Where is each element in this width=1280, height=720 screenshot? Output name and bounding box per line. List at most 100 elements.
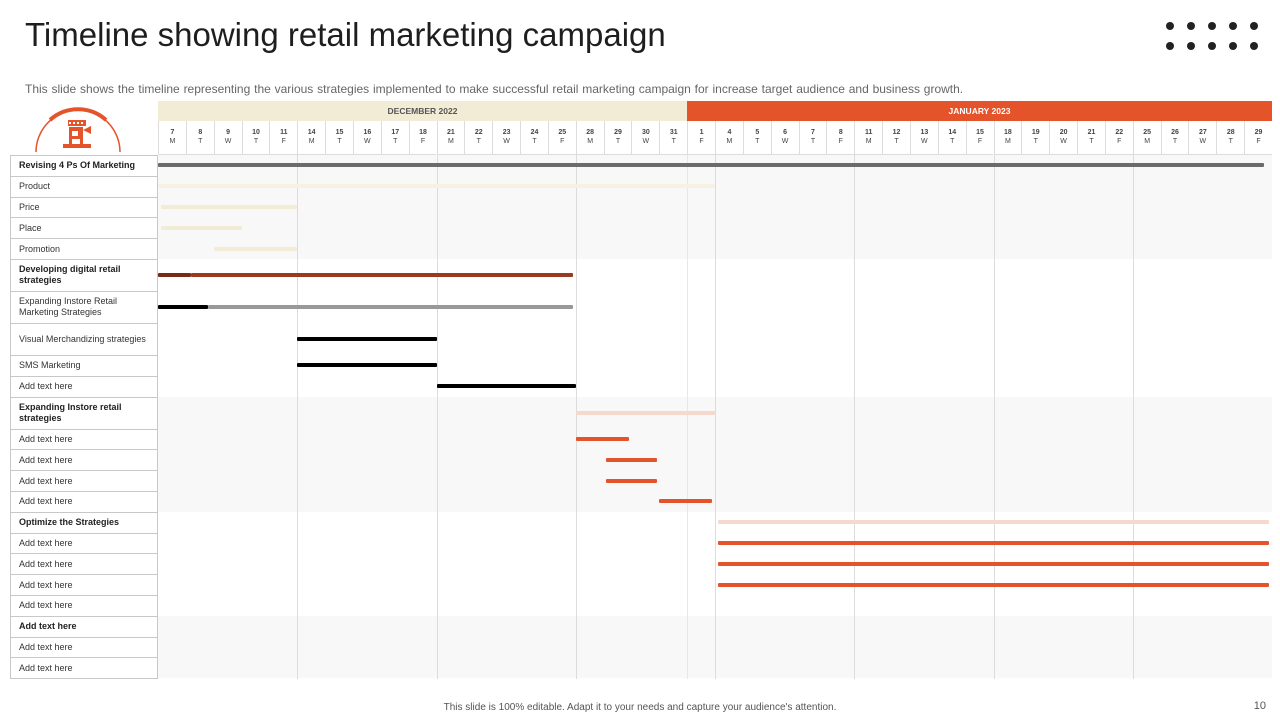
day-header: 30 W [631,121,660,155]
gantt-bar [158,305,209,309]
day-number: 14 [307,129,316,136]
gantt-bar [208,305,573,309]
day-header: 25 M [1132,121,1161,155]
week-gridline [1132,155,1134,679]
weekday-letter: T [950,138,955,145]
day-number: 29 [1254,129,1263,136]
day-header: 20 W [1049,121,1078,155]
day-number: 21 [447,129,455,136]
task-label: SMS Marketing [11,356,157,377]
day-number: 22 [1115,129,1124,136]
day-number: 1 [699,129,704,136]
weekday-letter: W [1060,138,1067,145]
gantt-bar [158,184,715,189]
week-gridline [575,155,577,679]
day-header: 11 F [269,121,298,155]
weekday-letter: F [281,138,286,145]
task-label: Expanding Instore retail strategies [11,398,157,430]
task-label: Add text here [11,471,157,492]
weekday-letter: T [1172,138,1178,145]
weekday-letter: F [420,138,426,145]
weekday-letter: T [1089,138,1094,145]
day-header: 15 T [325,121,353,155]
weekday-letter: M [308,138,315,145]
day-header: 15 F [965,121,994,155]
weekday-letter: T [1033,138,1038,145]
weekday-letter: T [894,138,899,145]
weekday-letter: W [921,138,928,145]
weekday-letter: T [615,138,621,145]
weekday-letter: M [1005,138,1011,145]
weekday-letter: T [1228,138,1233,145]
gantt-bar [606,478,657,483]
weekday-letter: F [838,138,843,145]
day-header: 19 T [1021,121,1050,155]
gantt-bar [717,520,1270,525]
task-label: Optimize the Strategies [11,513,157,534]
day-header: 13 W [909,121,938,155]
menu-dot [1250,42,1258,50]
week-gridline [436,155,438,679]
task-label: Add text here [11,492,157,513]
week-gridline [715,155,716,679]
day-number: 8 [198,129,203,136]
day-header: 12 T [882,121,910,155]
day-number: 28 [586,129,595,136]
weekday-letter: F [1117,138,1122,145]
day-header: 18 M [993,121,1022,155]
day-header: 23 W [492,121,521,155]
weekday-letter: F [1256,138,1261,145]
menu-dot [1187,42,1195,50]
weekday-letter: T [393,138,398,145]
weekday-letter: M [587,138,594,145]
day-number: 7 [170,129,175,136]
day-number: 30 [641,129,650,136]
day-number: 28 [1226,129,1235,136]
month-header-january: JANUARY 2023 [687,101,1272,121]
gantt-bar [659,499,713,504]
weekday-letter: M [726,138,733,145]
day-number: 16 [363,129,372,136]
day-number: 27 [1198,129,1207,136]
weekday-letter: W [781,138,789,145]
day-number: 6 [783,129,788,136]
weekday-letter: M [448,138,454,145]
menu-dot [1208,42,1216,50]
gantt-bar [191,273,573,277]
day-number: 5 [755,129,760,136]
weekday-letter: T [532,138,537,145]
weekday-letter: T [755,138,760,145]
gantt-bar [297,337,437,341]
task-label: Add text here [11,658,157,680]
weekday-letter: T [671,138,676,145]
weekday-letter: F [699,138,704,145]
day-number: 18 [419,129,427,136]
gantt-bar [717,582,1270,587]
weekday-letter: T [810,138,816,145]
menu-dot [1250,22,1258,30]
week-gridline [854,155,856,679]
day-number: 11 [280,129,288,136]
day-header: 25 F [547,121,576,155]
weekday-letter: M [1144,138,1151,145]
gantt-bar [717,541,1270,545]
task-label: Promotion [11,239,157,260]
day-number: 24 [530,129,539,136]
menu-dots-icon[interactable] [1166,22,1262,56]
weekday-letter: T [198,138,203,145]
gantt-bar [158,163,1264,168]
weekday-letter: M [169,138,176,145]
day-header: 28 M [575,121,604,155]
weekday-letter: M [865,138,872,145]
day-number: 8 [838,129,843,136]
day-number: 12 [892,129,901,136]
day-number: 13 [920,129,929,136]
menu-dot [1229,42,1237,50]
footer-note: This slide is 100% editable. Adapt it to… [443,702,837,713]
task-label: Visual Merchandizing strategies [11,324,157,356]
weekday-letter: T [337,138,342,145]
day-header: 17 T [380,121,409,155]
day-number: 15 [335,129,344,136]
